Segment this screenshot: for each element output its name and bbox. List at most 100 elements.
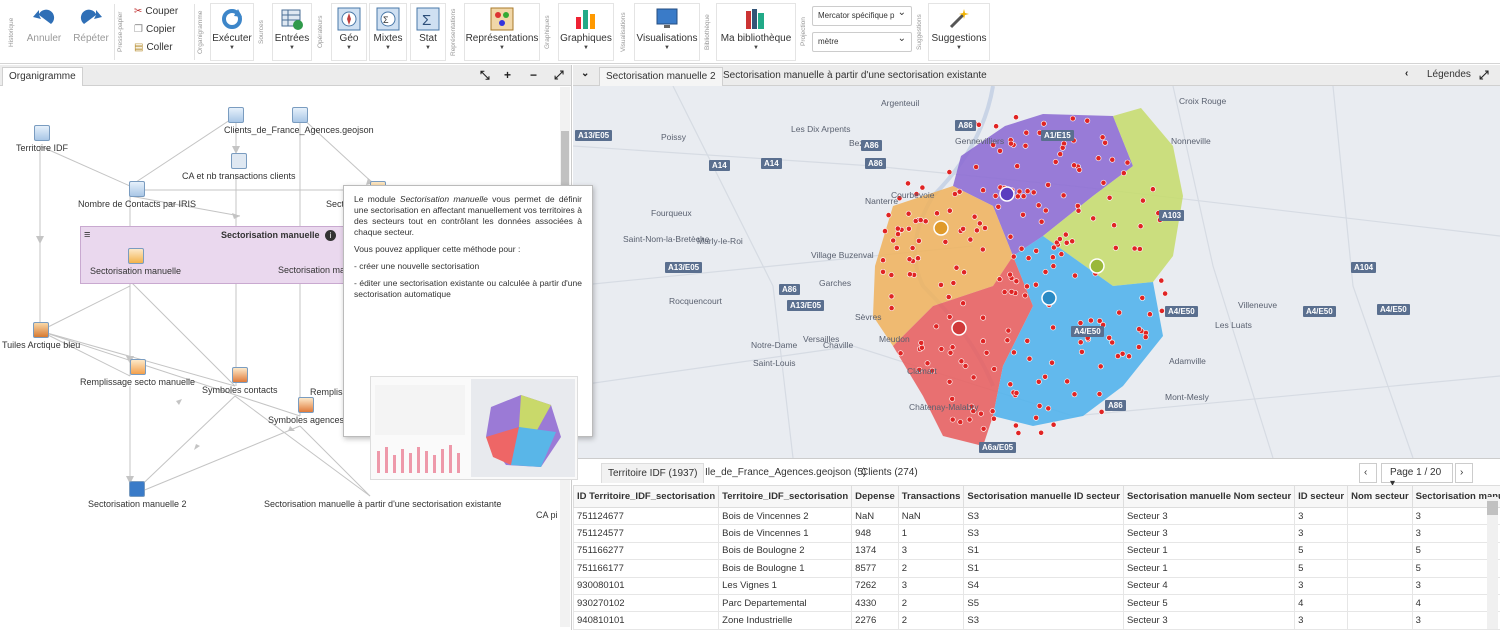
table-row[interactable]: 930270102 Parc Departemental 4330 2 S5 Secteu… (572, 593, 1500, 613)
unit-select[interactable]: mètre (812, 32, 912, 52)
client-marker[interactable] (1071, 162, 1077, 169)
client-marker[interactable] (1077, 320, 1084, 326)
client-marker[interactable] (1020, 211, 1026, 218)
client-marker[interactable] (1050, 263, 1057, 269)
client-marker[interactable] (996, 276, 1003, 283)
table-scrollbar[interactable] (1487, 497, 1498, 629)
client-marker[interactable] (946, 313, 953, 320)
client-marker[interactable] (1042, 268, 1049, 275)
client-marker[interactable] (894, 225, 901, 232)
stat-button[interactable]: Σ Stat ▼ (410, 3, 446, 61)
client-marker[interactable] (916, 366, 923, 373)
tab-agences[interactable]: Ile_de_France_Agences.geojson (5) (705, 467, 867, 478)
client-marker[interactable] (912, 218, 919, 224)
client-marker[interactable] (1137, 246, 1143, 252)
client-marker[interactable] (949, 395, 956, 402)
node-clients[interactable]: Clients_de_France_Agences.geojson (224, 107, 374, 135)
client-marker[interactable] (888, 293, 895, 300)
client-marker[interactable] (1013, 390, 1020, 396)
client-marker[interactable] (1159, 307, 1165, 314)
client-marker[interactable] (1013, 114, 1019, 121)
client-marker[interactable] (1063, 239, 1070, 246)
chevron-left-icon[interactable]: ‹ (1405, 68, 1409, 79)
mixtes-button[interactable]: Σ Mixtes ▼ (369, 3, 407, 61)
client-marker[interactable] (1097, 363, 1104, 370)
client-marker[interactable] (992, 193, 999, 199)
zoom-out-icon[interactable]: − (530, 68, 538, 82)
client-marker[interactable] (991, 366, 998, 372)
client-marker[interactable] (1018, 245, 1025, 252)
client-marker[interactable] (1024, 283, 1030, 290)
client-marker[interactable] (1115, 353, 1121, 359)
client-marker[interactable] (1022, 142, 1029, 149)
client-marker[interactable] (922, 218, 929, 225)
column-header[interactable]: Depense (851, 485, 899, 508)
client-marker[interactable] (1120, 170, 1127, 176)
client-marker[interactable] (958, 358, 965, 365)
client-marker[interactable] (1116, 309, 1123, 316)
client-marker[interactable] (1088, 317, 1094, 324)
table-row[interactable]: 751124677 Bois de Vincennes 2 NaN NaN S3 Sect… (572, 506, 1500, 526)
client-marker[interactable] (1007, 381, 1014, 388)
client-marker[interactable] (1033, 414, 1039, 421)
client-marker[interactable] (1008, 140, 1014, 147)
client-marker[interactable] (1032, 281, 1039, 288)
client-marker[interactable] (973, 164, 979, 170)
client-marker[interactable] (915, 237, 922, 244)
column-header[interactable]: Sectorisation manuelle à (1411, 485, 1500, 508)
client-marker[interactable] (1100, 179, 1107, 186)
client-marker[interactable] (1024, 337, 1031, 344)
client-marker[interactable] (880, 257, 886, 264)
client-marker[interactable] (888, 305, 895, 311)
client-marker[interactable] (1064, 378, 1071, 385)
client-marker[interactable] (1126, 353, 1132, 360)
entrees-button[interactable]: Entrées ▼ (272, 3, 312, 61)
client-marker[interactable] (933, 323, 940, 330)
client-marker[interactable] (1136, 344, 1142, 350)
client-marker[interactable] (1033, 247, 1040, 254)
client-marker[interactable] (905, 180, 911, 187)
client-marker[interactable] (1077, 339, 1084, 346)
visualisations-button[interactable]: Visualisations ▼ (634, 3, 700, 61)
client-marker[interactable] (980, 425, 987, 432)
chevron-down-icon[interactable]: ⌄ (581, 68, 590, 79)
client-marker[interactable] (1030, 189, 1037, 196)
client-marker[interactable] (1010, 349, 1017, 356)
tab-sm2[interactable]: Sectorisation manuelle 2 (599, 67, 723, 86)
client-marker[interactable] (888, 272, 895, 278)
node-remplissage-2[interactable]: Remplissi (310, 387, 350, 397)
client-marker[interactable] (1045, 405, 1052, 412)
client-marker[interactable] (980, 314, 986, 321)
client-marker[interactable] (1106, 334, 1113, 341)
client-marker[interactable] (1090, 215, 1097, 222)
client-marker[interactable] (906, 271, 913, 278)
client-marker[interactable] (1007, 271, 1013, 278)
client-marker[interactable] (971, 213, 978, 220)
client-marker[interactable] (1140, 197, 1146, 204)
node-sm-existante[interactable]: Sectorisation manuelle à partir d'une se… (264, 499, 502, 509)
client-marker[interactable] (983, 349, 990, 356)
client-marker[interactable] (990, 415, 997, 422)
node-secto-manuelle-2[interactable]: Sectorisation ma (278, 265, 346, 275)
client-marker[interactable] (1058, 251, 1065, 257)
client-marker[interactable] (975, 121, 982, 128)
client-marker[interactable] (918, 339, 925, 346)
client-marker[interactable] (1035, 378, 1042, 385)
paste-button[interactable]: ▤ Coller (134, 42, 173, 53)
client-marker[interactable] (1096, 317, 1103, 324)
client-marker[interactable] (897, 350, 904, 357)
client-marker[interactable] (967, 236, 974, 243)
graphiques-button[interactable]: Graphiques ▼ (558, 3, 614, 61)
client-marker[interactable] (1069, 238, 1076, 245)
client-marker[interactable] (1049, 254, 1056, 261)
client-marker[interactable] (1147, 311, 1153, 318)
client-marker[interactable] (938, 281, 944, 288)
table-row[interactable]: 751166277 Bois de Boulogne 2 1374 3 S1 Secteu… (572, 541, 1500, 561)
client-marker[interactable] (1075, 207, 1082, 214)
client-marker[interactable] (1038, 218, 1045, 225)
client-marker[interactable] (942, 238, 949, 245)
column-header[interactable]: Territoire_IDF_sectorisation (718, 485, 853, 508)
node-symboles-agences[interactable]: Symboles agences (268, 397, 344, 425)
client-marker[interactable] (938, 346, 945, 352)
client-marker[interactable] (1036, 402, 1043, 409)
